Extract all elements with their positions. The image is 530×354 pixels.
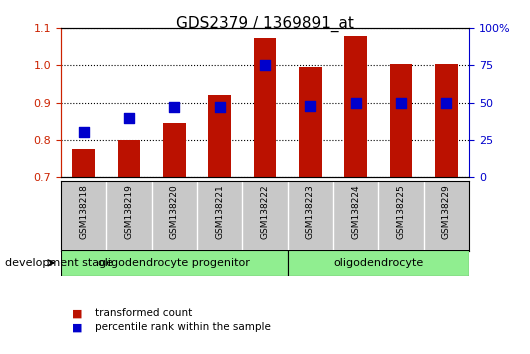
Point xyxy=(125,115,133,120)
Bar xyxy=(254,38,276,177)
Text: oligodendrocyte progenitor: oligodendrocyte progenitor xyxy=(99,258,250,268)
Bar xyxy=(118,140,140,177)
Bar xyxy=(390,64,412,177)
Point xyxy=(215,104,224,110)
Text: transformed count: transformed count xyxy=(95,308,192,318)
Point xyxy=(397,100,405,105)
Bar xyxy=(288,250,469,276)
Text: GDS2379 / 1369891_at: GDS2379 / 1369891_at xyxy=(176,16,354,32)
Text: GSM138221: GSM138221 xyxy=(215,184,224,239)
Point xyxy=(351,100,360,105)
Point xyxy=(80,130,88,135)
Text: GSM138222: GSM138222 xyxy=(261,184,269,239)
Bar xyxy=(61,250,288,276)
Bar xyxy=(344,36,367,177)
Text: percentile rank within the sample: percentile rank within the sample xyxy=(95,322,271,332)
Text: oligodendrocyte: oligodendrocyte xyxy=(333,258,423,268)
Point xyxy=(306,103,315,108)
Bar xyxy=(72,149,95,177)
Text: GSM138220: GSM138220 xyxy=(170,184,179,239)
Text: GSM138229: GSM138229 xyxy=(442,184,451,239)
Bar xyxy=(208,95,231,177)
Point xyxy=(170,104,179,110)
Bar xyxy=(163,123,186,177)
Bar xyxy=(435,64,458,177)
Text: ■: ■ xyxy=(72,308,82,318)
Text: GSM138219: GSM138219 xyxy=(125,184,134,239)
Text: GSM138223: GSM138223 xyxy=(306,184,315,239)
Point xyxy=(261,63,269,68)
Text: ■: ■ xyxy=(72,322,82,332)
Bar xyxy=(299,67,322,177)
Point xyxy=(442,100,450,105)
Text: GSM138224: GSM138224 xyxy=(351,184,360,239)
Text: GSM138218: GSM138218 xyxy=(79,184,88,239)
Text: GSM138225: GSM138225 xyxy=(396,184,405,239)
Text: development stage: development stage xyxy=(5,258,113,268)
